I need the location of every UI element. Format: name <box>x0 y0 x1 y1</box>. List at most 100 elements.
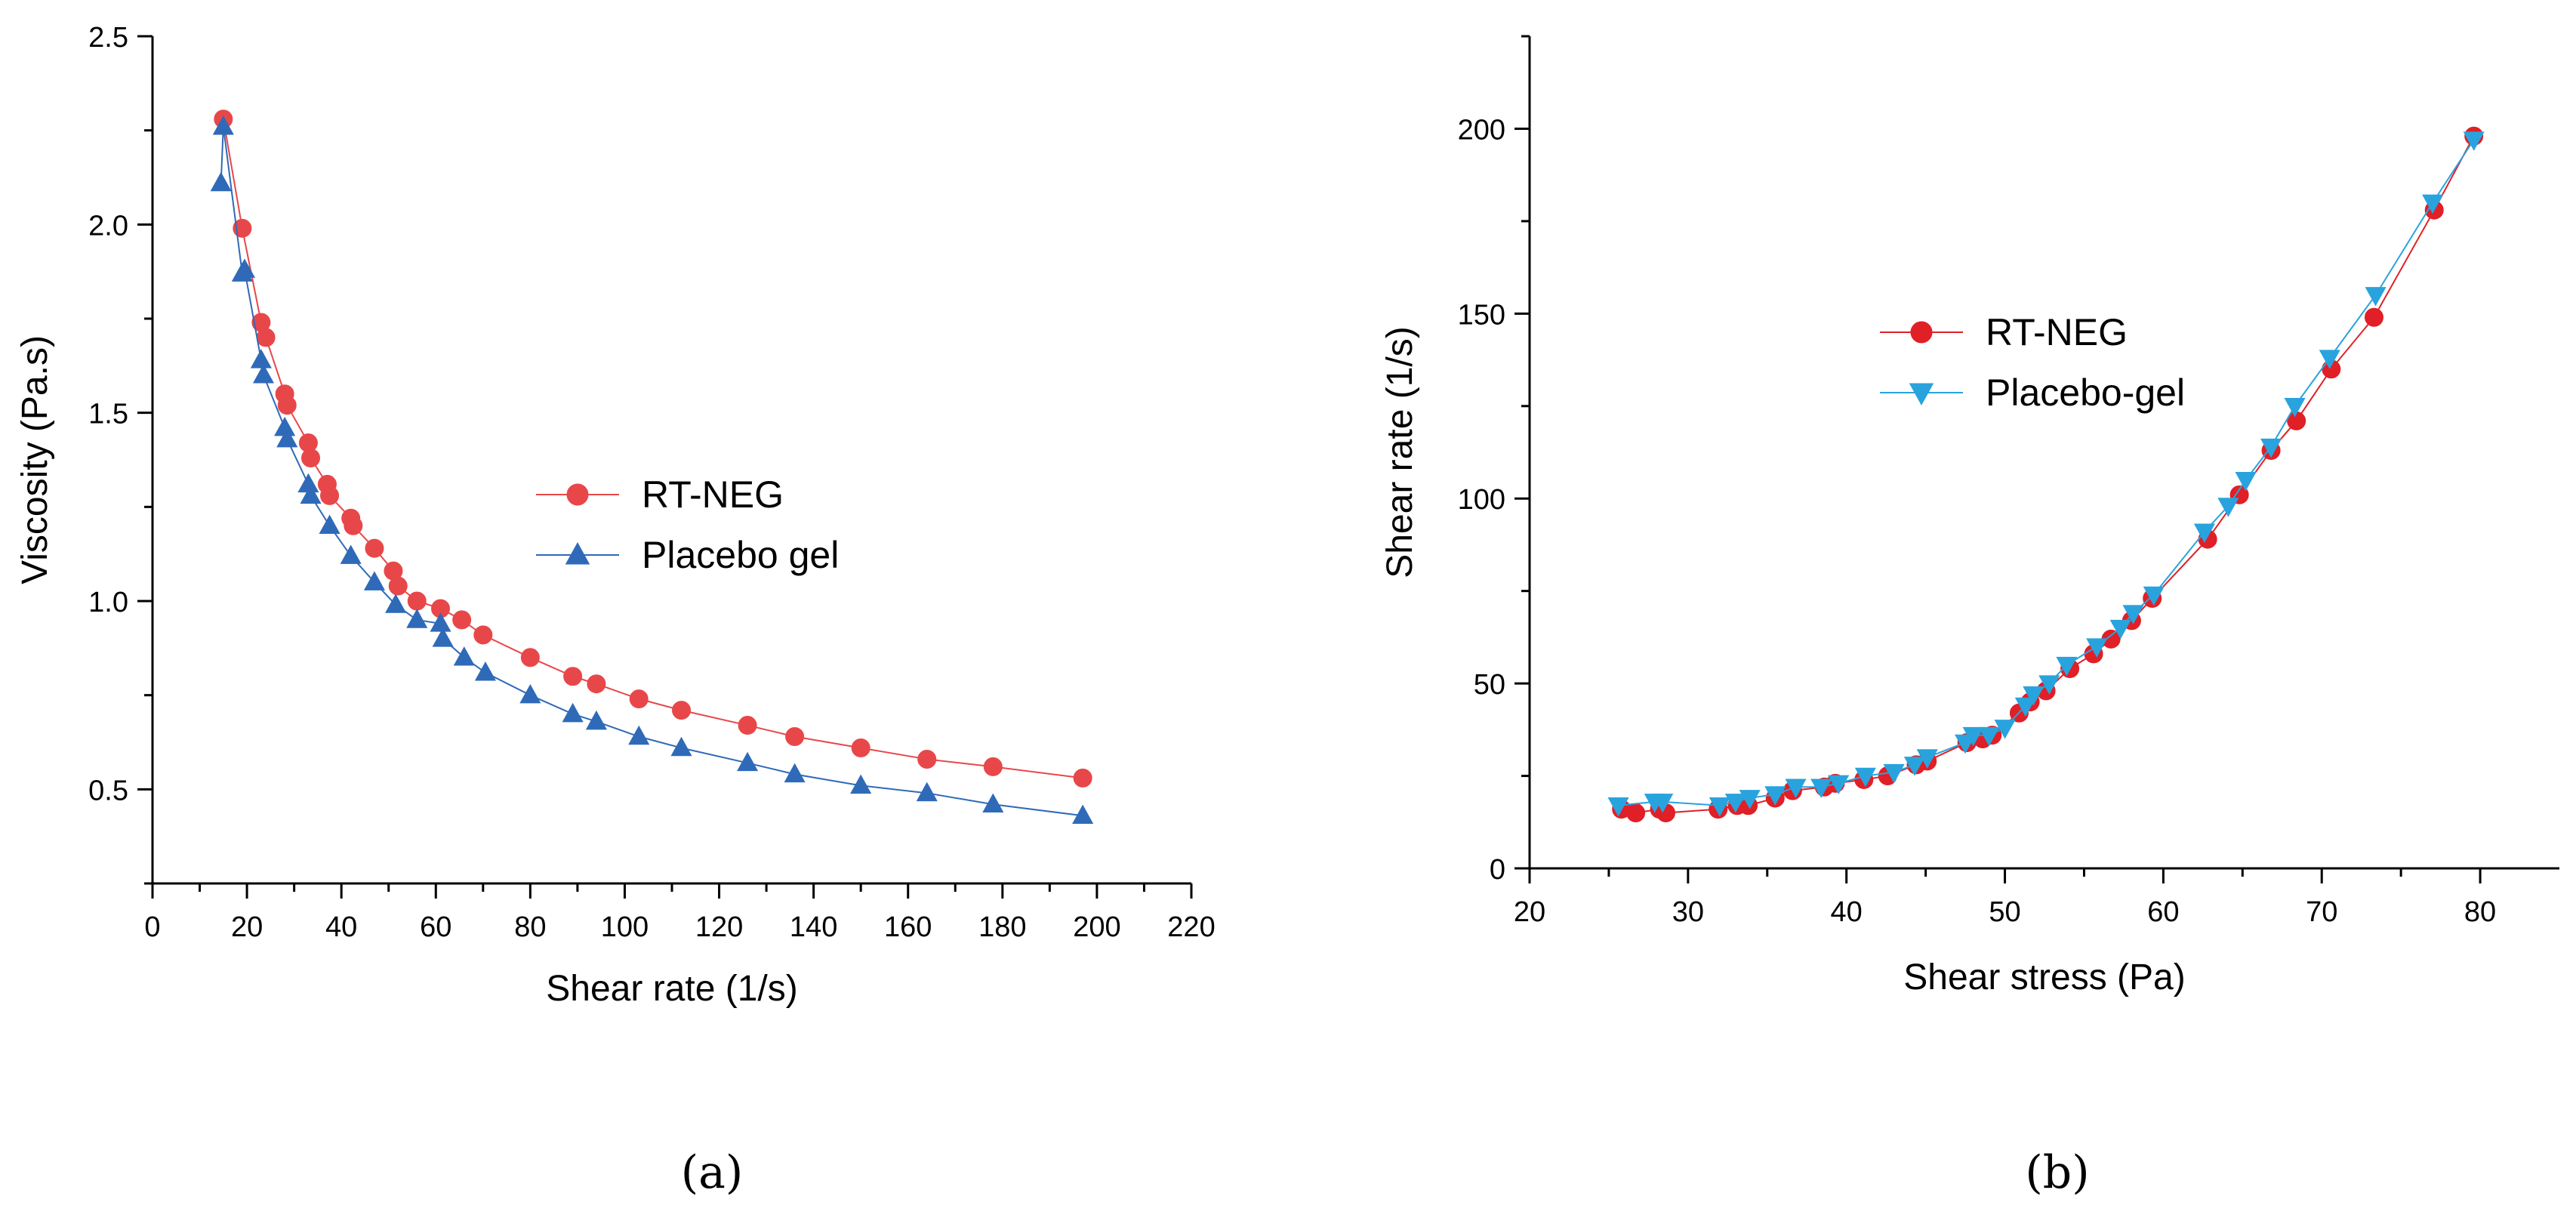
y-tick-label: 1.0 <box>88 587 128 618</box>
data-point <box>982 793 1004 813</box>
y-tick-label: 200 <box>1458 114 1505 146</box>
data-point <box>585 710 607 730</box>
data-point <box>1883 763 1905 784</box>
data-point <box>2038 675 2060 695</box>
y-tick-label: 100 <box>1458 484 1505 516</box>
data-point <box>385 594 407 613</box>
y-tick-label: 2.5 <box>88 22 128 54</box>
data-point <box>1810 778 1832 798</box>
data-point <box>277 396 297 415</box>
data-point <box>2109 619 2131 640</box>
data-point <box>587 674 606 694</box>
data-point <box>1854 767 1876 788</box>
series-placebo-gel <box>210 115 1094 824</box>
x-tick-label: 200 <box>1073 911 1120 943</box>
x-tick-label: 50 <box>1989 896 2020 928</box>
x-tick-label: 80 <box>2464 896 2496 928</box>
y-tick-label: 2.0 <box>88 210 128 242</box>
legend-label: Placebo-gel <box>1986 372 2185 414</box>
data-point <box>2284 398 2306 418</box>
y-tick-label: 150 <box>1458 299 1505 331</box>
data-point <box>784 763 806 783</box>
data-point <box>388 576 408 596</box>
data-point <box>344 516 363 535</box>
data-point <box>2086 638 2108 658</box>
x-tick-label: 220 <box>1167 911 1215 943</box>
panel-a: 0 20 40 60 80 100 120 140 160 180 200 220 0.5 1.0 1.5 2… <box>15 22 1216 1009</box>
data-point <box>319 514 340 535</box>
data-point <box>340 544 362 564</box>
legend-label: Placebo gel <box>642 534 839 576</box>
data-point <box>2260 438 2282 458</box>
data-point <box>628 725 650 745</box>
series-line <box>1618 139 2475 806</box>
data-point <box>473 625 493 645</box>
data-point <box>320 486 340 505</box>
data-point <box>2365 287 2386 307</box>
data-point <box>2056 656 2078 677</box>
data-point <box>520 648 540 667</box>
data-point <box>233 258 256 278</box>
data-point <box>850 774 872 794</box>
data-point <box>365 538 384 558</box>
data-point <box>212 115 234 135</box>
x-tick-label: 60 <box>420 911 451 943</box>
data-point <box>210 171 232 192</box>
x-tick-label: 30 <box>1672 896 1704 928</box>
legend-marker <box>1910 321 1933 344</box>
y-axis-label: Viscosity (Pa.s) <box>15 335 55 584</box>
x-tick-label: 100 <box>601 911 649 943</box>
legend-label: RT-NEG <box>1986 311 2128 353</box>
panel-b: 20 30 40 50 60 70 80 0 50 100 150 200 Shear stress (… <box>1380 35 2559 997</box>
x-tick-label: 140 <box>790 911 837 943</box>
data-point <box>1978 726 2000 747</box>
data-point <box>2143 586 2165 606</box>
data-point <box>1962 726 1984 747</box>
x-tick-label: 40 <box>325 911 357 943</box>
data-point <box>430 612 451 632</box>
data-point <box>1903 757 1925 776</box>
data-point <box>1626 803 1646 823</box>
x-tick-label: 180 <box>978 911 1026 943</box>
series-line <box>1621 135 2475 814</box>
legend: RT-NEG Placebo-gel <box>1880 311 2185 414</box>
y-tick-label: 0 <box>1490 854 1505 886</box>
y-tick-label: 0.5 <box>88 775 128 806</box>
legend: RT-NEG Placebo gel <box>536 473 839 576</box>
data-point <box>1709 797 1730 817</box>
data-point <box>1607 797 1629 817</box>
data-point <box>2023 686 2044 706</box>
legend-marker <box>565 542 590 565</box>
data-point <box>1764 786 1786 806</box>
x-tick-label: 70 <box>2306 896 2337 928</box>
y-tick-label: 50 <box>1474 669 1505 701</box>
data-point <box>453 646 475 666</box>
data-point <box>252 364 275 384</box>
data-point <box>785 727 805 747</box>
data-point <box>2014 697 2036 717</box>
data-point <box>738 716 757 735</box>
series-rt-neg <box>1612 126 2484 823</box>
data-point <box>563 667 583 686</box>
series-rt-neg <box>214 109 1092 788</box>
y-tick-label: 1.5 <box>88 399 128 430</box>
data-point <box>276 427 298 448</box>
data-point <box>670 736 692 757</box>
data-point <box>2364 307 2383 327</box>
legend-marker <box>1909 383 1934 405</box>
x-tick-label: 120 <box>695 911 743 943</box>
data-point <box>301 449 321 468</box>
data-point <box>851 738 870 757</box>
data-point <box>1785 778 1807 798</box>
y-axis-label: Shear rate (1/s) <box>1380 326 1420 578</box>
x-tick-label: 160 <box>884 911 932 943</box>
data-point <box>2217 498 2239 517</box>
data-point <box>629 689 649 709</box>
data-point <box>2319 350 2340 369</box>
data-point <box>672 701 692 720</box>
series-line <box>220 126 1083 817</box>
legend-marker <box>566 483 589 506</box>
x-tick-label: 40 <box>1831 896 1863 928</box>
